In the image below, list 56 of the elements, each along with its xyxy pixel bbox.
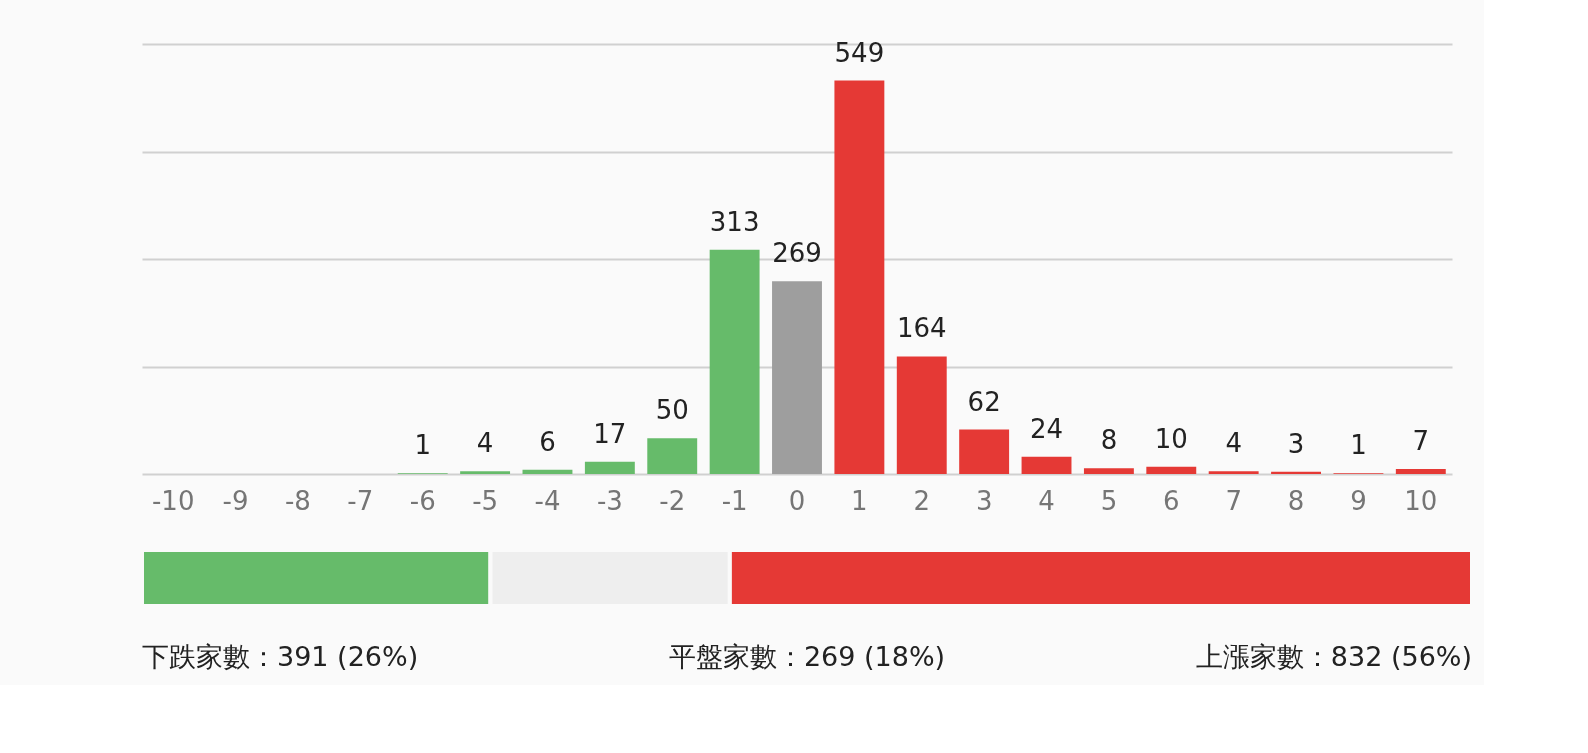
x-tick-label: 4 (1038, 485, 1055, 516)
text: 平盤家數：269 (18%) (668, 641, 946, 672)
bar (584, 461, 635, 474)
text: 上漲家數：832 (56%) (1195, 641, 1472, 672)
data-label: 10 (1154, 423, 1188, 454)
x-tick-label: -8 (284, 485, 311, 516)
bar (1083, 468, 1134, 474)
x-tick-label: 9 (1350, 485, 1367, 516)
data-label: 4 (1225, 428, 1242, 459)
bar (709, 249, 760, 474)
x-tick-label: -3 (596, 485, 623, 516)
bar (896, 356, 947, 474)
data-label: 6 (539, 426, 556, 457)
bar (1208, 471, 1259, 474)
bar (1271, 471, 1321, 474)
x-tick-label: 7 (1225, 485, 1242, 516)
x-tick-label: 6 (1163, 485, 1180, 516)
x-tick-label: 2 (913, 485, 931, 516)
data-label: 62 (967, 386, 1001, 417)
data-label: 164 (896, 313, 947, 344)
data-label: 17 (593, 418, 627, 449)
bar (1021, 456, 1072, 474)
data-label: 269 (772, 238, 822, 269)
x-tick-label: -5 (472, 485, 499, 516)
x-tick-label: -2 (659, 485, 686, 516)
x-tick-label: -1 (721, 485, 748, 516)
x-tick-label: -10 (151, 485, 195, 516)
data-label: 24 (1029, 413, 1064, 444)
x-tick-label: -4 (534, 485, 561, 516)
data-label: 8 (1100, 425, 1118, 456)
data-label: 7 (1412, 425, 1430, 456)
x-tick-label: -6 (409, 485, 436, 516)
x-tick-label: 1 (851, 485, 868, 516)
bar (460, 471, 511, 474)
x-tick-label: 5 (1100, 485, 1118, 516)
bar (522, 469, 573, 474)
x-tick-label: 3 (975, 485, 993, 516)
data-label: 3 (1287, 428, 1305, 459)
x-tick-label: 8 (1287, 485, 1305, 516)
bar (959, 429, 1010, 474)
data-label: 549 (834, 37, 885, 68)
data-label: 1 (1350, 430, 1367, 461)
bar (647, 438, 698, 474)
bar (772, 281, 822, 474)
data-label: 50 (655, 395, 689, 426)
x-tick-label: 10 (1404, 485, 1438, 516)
bar (1146, 466, 1197, 474)
x-tick-label: 0 (788, 485, 806, 516)
x-tick-label: -9 (222, 485, 249, 516)
data-label: 313 (709, 206, 760, 237)
text: 下跌家數：391 (26%) (142, 641, 419, 672)
data-label: 4 (476, 428, 494, 459)
bar (834, 80, 885, 474)
data-label: 1 (414, 430, 431, 461)
bar (1395, 468, 1446, 474)
x-tick-label: -7 (347, 485, 374, 516)
